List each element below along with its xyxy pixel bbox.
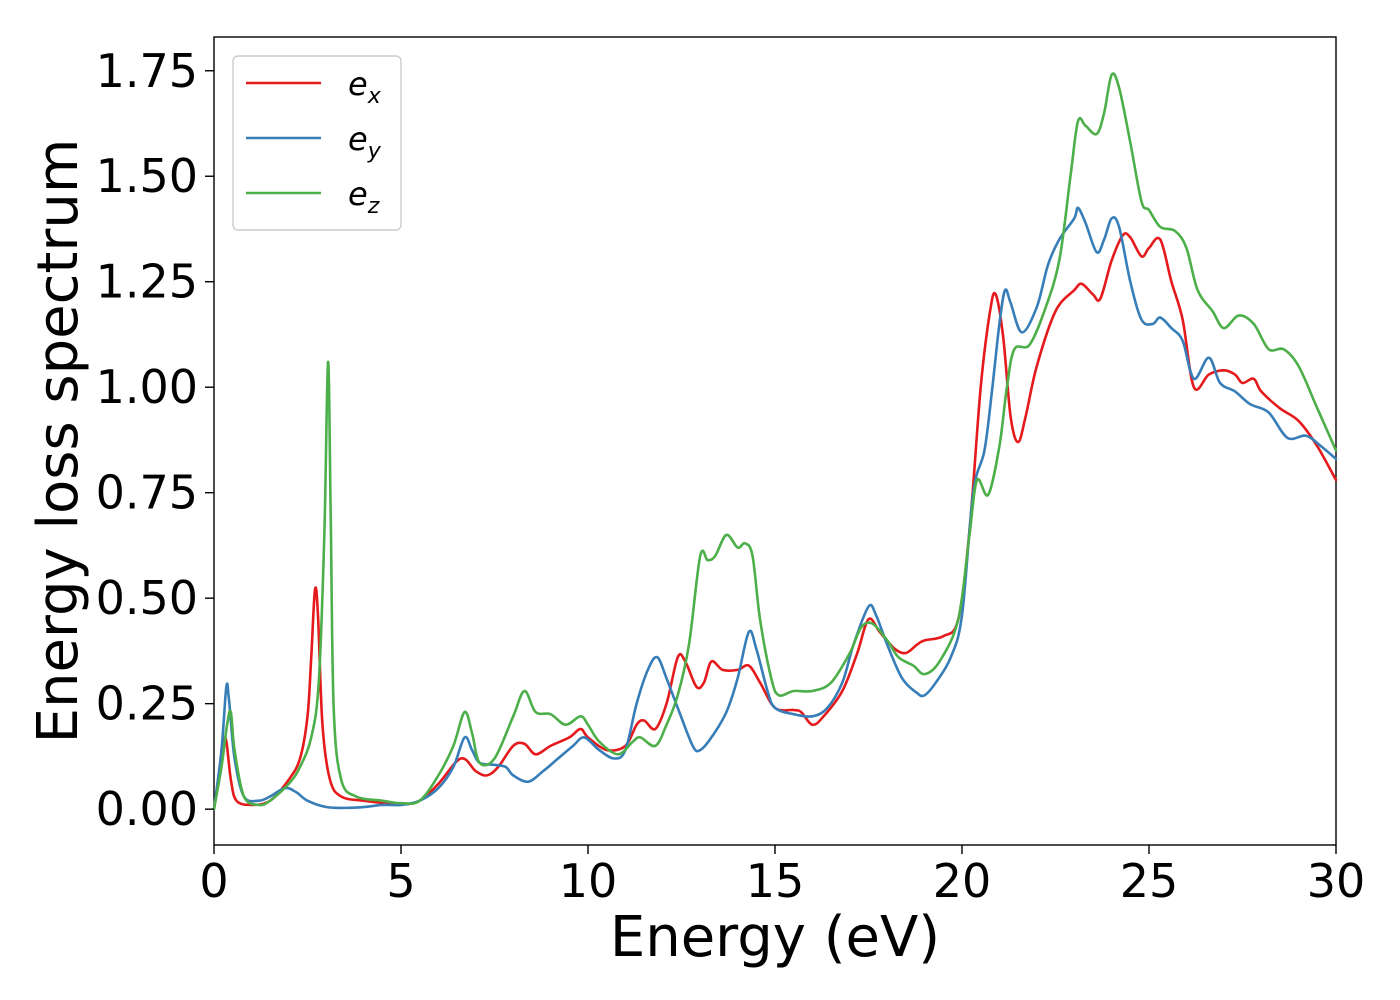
legend-label-x: ex bbox=[348, 65, 382, 109]
y-tick-label: 1.75 bbox=[96, 44, 198, 98]
legend-label-z: ez bbox=[348, 175, 380, 219]
x-axis: 0 5 10 15 20 25 30 bbox=[199, 845, 1365, 908]
x-axis-label: Energy (eV) bbox=[610, 905, 940, 970]
y-tick-label: 0.00 bbox=[96, 782, 198, 836]
x-tick-label: 25 bbox=[1120, 854, 1179, 908]
x-tick-label: 20 bbox=[933, 854, 992, 908]
legend-frame bbox=[232, 55, 402, 231]
series-layer bbox=[212, 72, 1338, 811]
x-tick-label: 30 bbox=[1307, 854, 1366, 908]
y-tick-label: 0.75 bbox=[96, 466, 198, 520]
y-tick-label: 1.00 bbox=[96, 360, 198, 414]
y-axis: 0.00 0.25 0.50 0.75 1.00 1.25 1.50 1.75 bbox=[96, 44, 214, 836]
y-tick-label: 1.50 bbox=[96, 149, 198, 203]
y-tick-label: 0.25 bbox=[96, 677, 198, 731]
x-tick-label: 0 bbox=[199, 854, 228, 908]
y-tick-label: 0.50 bbox=[96, 571, 198, 625]
series-line-x bbox=[212, 232, 1338, 811]
y-tick-label: 1.25 bbox=[96, 255, 198, 309]
x-tick-label: 15 bbox=[746, 854, 805, 908]
y-axis-label: Energy loss spectrum bbox=[26, 139, 91, 744]
x-tick-label: 5 bbox=[386, 854, 415, 908]
x-tick-label: 10 bbox=[559, 854, 618, 908]
legend-label-y: ey bbox=[348, 120, 382, 164]
legend: ex ey ez bbox=[232, 55, 402, 231]
series-line-z bbox=[212, 72, 1338, 811]
